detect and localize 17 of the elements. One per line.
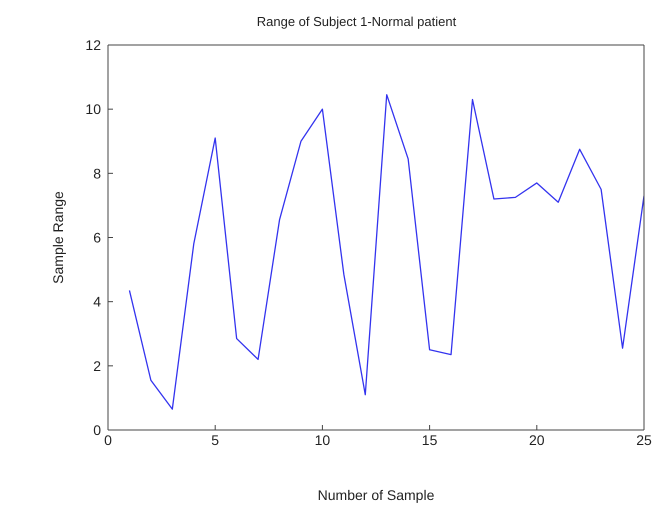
x-tick-label: 20: [529, 432, 545, 448]
x-tick-label: 10: [314, 432, 330, 448]
y-tick-label: 4: [93, 294, 102, 310]
y-tick-label: 0: [93, 422, 102, 438]
x-tick-label: 0: [104, 432, 112, 448]
y-axis-title: Sample Range: [50, 190, 66, 284]
y-tick-label: 10: [85, 101, 102, 118]
y-tick-label: 12: [85, 36, 102, 53]
chart-title: Range of Subject 1-Normal patient: [256, 14, 458, 29]
x-tick-label: 25: [636, 432, 652, 448]
y-tick-label: 2: [93, 358, 102, 374]
y-tick-label: 6: [93, 229, 102, 246]
x-axis-title: Number of Sample: [318, 486, 435, 503]
x-tick-label: 5: [211, 432, 220, 448]
line-series: [128, 94, 644, 410]
y-tick-label: 8: [93, 165, 102, 182]
x-tick-label: 15: [422, 432, 438, 448]
